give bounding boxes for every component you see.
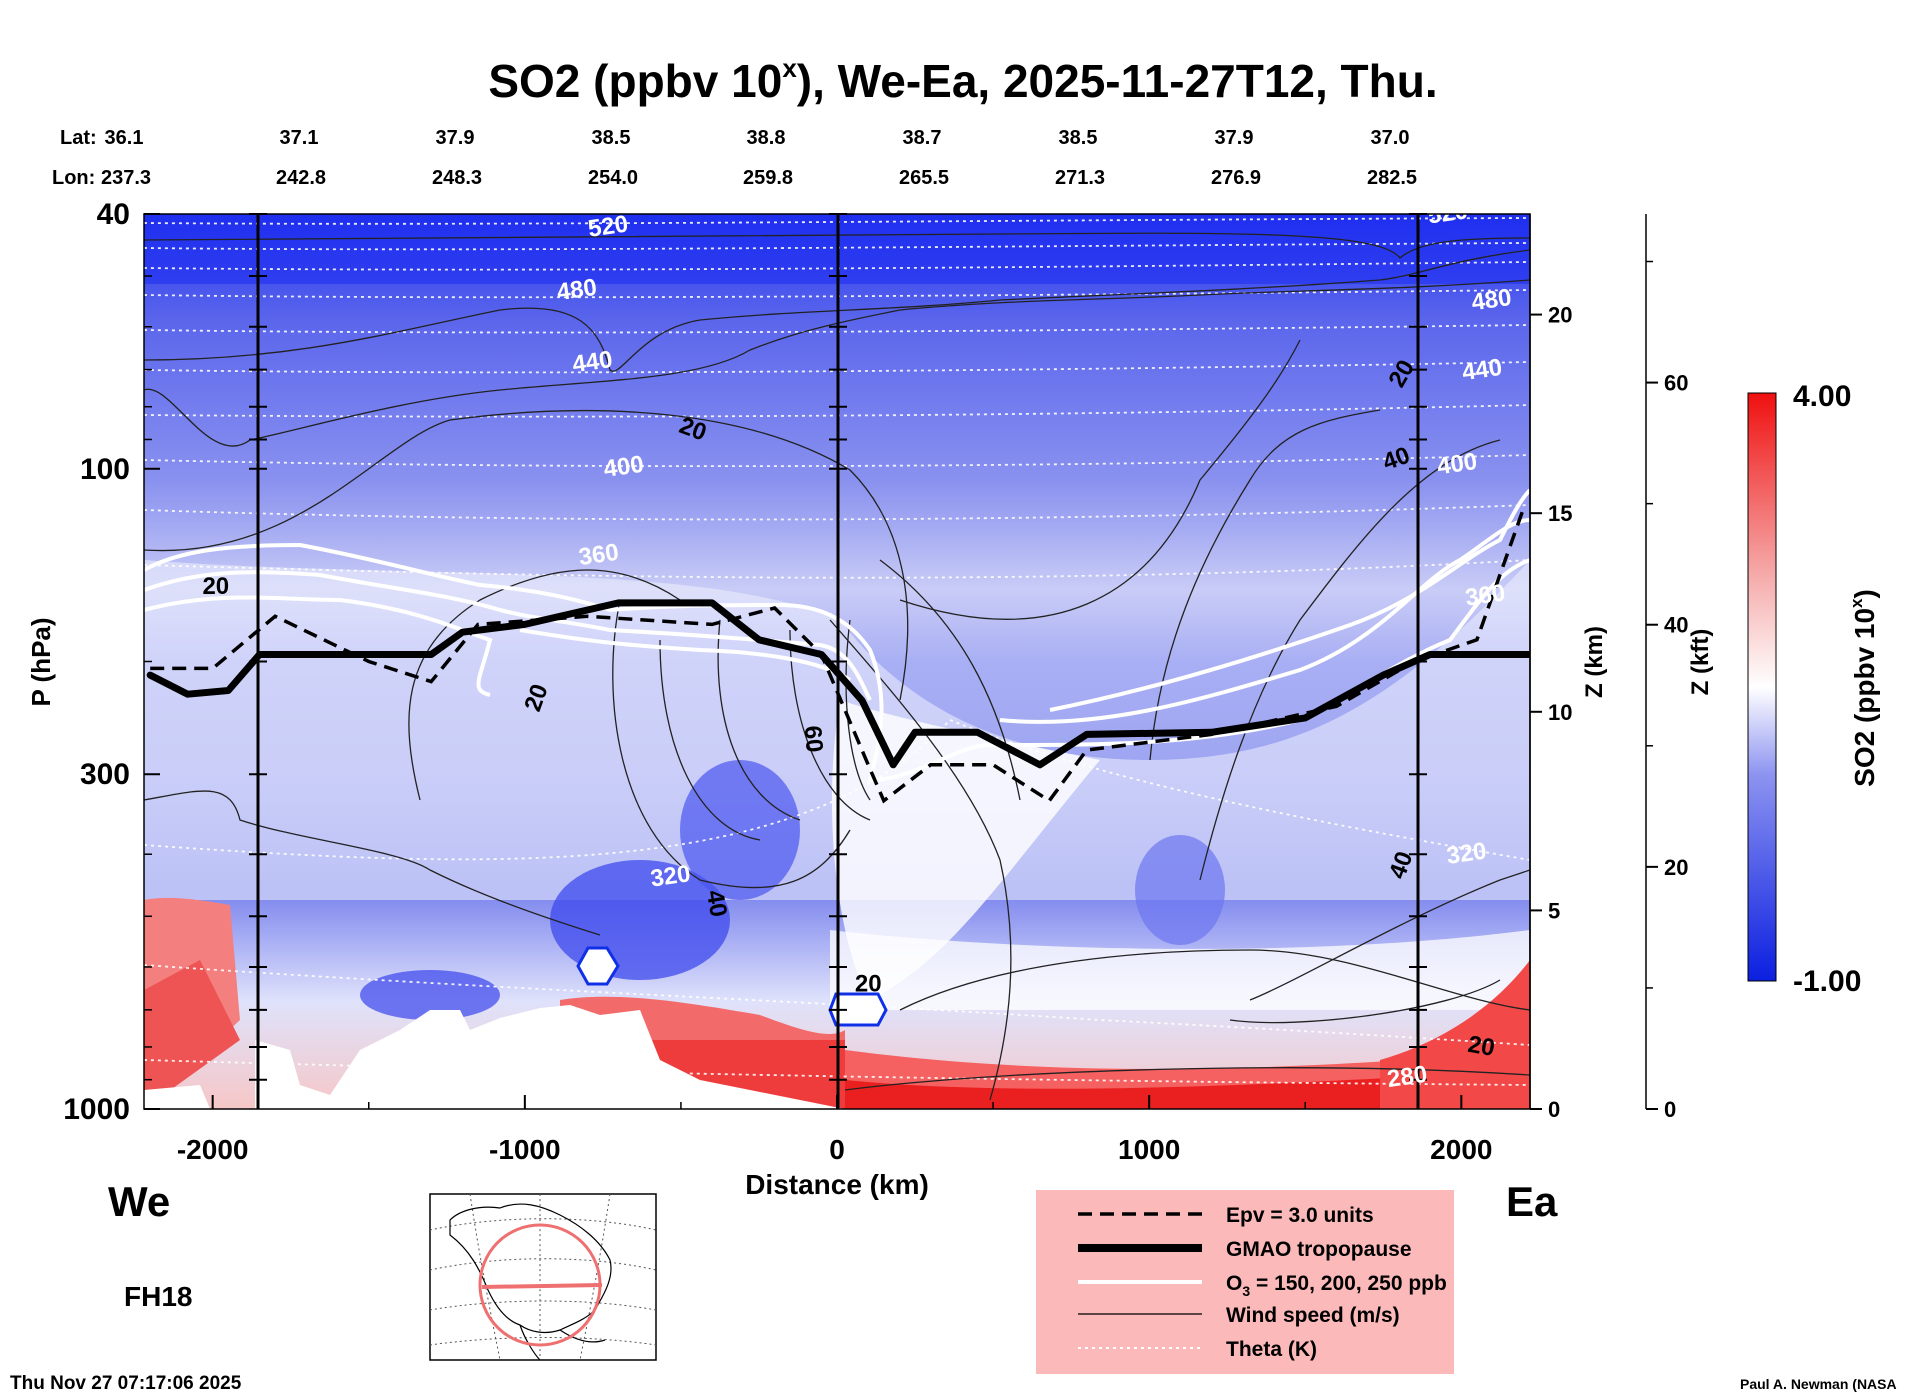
east-label: Ea (1506, 1178, 1558, 1225)
tropopause-line (146, 599, 1530, 769)
y-axis: 40 100 300 1000 (63, 198, 160, 1126)
lat-value: 37.1 (280, 127, 319, 149)
lat-value: 37.9 (436, 127, 475, 149)
inset-map (429, 1193, 657, 1361)
lon-value: 271.3 (1055, 167, 1105, 189)
lat-value: 36.1 (105, 127, 144, 149)
theta-label: 480 (1470, 284, 1513, 316)
forecast-hour: FH18 (124, 1281, 192, 1312)
colorbar-title: SO2 (ppbv 10x) (1847, 589, 1880, 787)
lat-value: 37.0 (1371, 127, 1410, 149)
colorbar (1747, 392, 1777, 982)
lat-label: Lat: (60, 127, 97, 149)
x-tick-label: -1000 (489, 1134, 561, 1165)
x-axis: -2000 -1000 0 1000 2000 (177, 1095, 1492, 1165)
lat-value: 38.7 (903, 127, 942, 149)
z-kft-tick-label: 0 (1664, 1097, 1676, 1122)
z-km-label: Z (km) (1581, 626, 1608, 698)
theta-label: 400 (1435, 448, 1478, 480)
y-tick-label: 300 (80, 758, 130, 791)
lon-value: 276.9 (1211, 167, 1261, 189)
credit: Paul A. Newman (NASA (1740, 1376, 1897, 1392)
theta-label: 360 (1464, 579, 1507, 611)
missing-markers (576, 946, 888, 1027)
chart-title: SO2 (ppbv 10x), We-Ea, 2025-11-27T12, Th… (488, 53, 1437, 107)
x-axis-label: Distance (km) (745, 1169, 929, 1200)
theta-label: 320 (649, 860, 692, 892)
tropopause-path (146, 599, 1530, 769)
z-km-tick-label: 20 (1548, 303, 1572, 328)
epv-path (150, 507, 1526, 804)
lon-value: 248.3 (432, 167, 482, 189)
x-tick-label: 2000 (1430, 1134, 1492, 1165)
wind-label: 60 (799, 725, 828, 754)
lat-value: 38.5 (592, 127, 631, 149)
lon-label: Lon: (52, 167, 95, 189)
legend-label-tropopause: GMAO tropopause (1226, 1238, 1412, 1261)
legend-label-wind: Wind speed (m/s) (1226, 1304, 1400, 1327)
lat-values: 36.1 37.1 37.9 38.5 38.8 38.7 38.5 37.9 37.0 (105, 127, 1410, 149)
wind-contours (144, 232, 1530, 1101)
z-km-axis: 0 5 10 15 20 (1529, 214, 1572, 1122)
lat-value: 38.5 (1059, 127, 1098, 149)
lon-value: 259.8 (743, 167, 793, 189)
colorbar-min-label: -1.00 (1793, 965, 1861, 998)
theta-contours (144, 217, 1530, 1086)
y-tick-label: 40 (97, 198, 130, 231)
lon-values: 237.3 242.8 248.3 254.0 259.8 265.5 271.3 276.9… (101, 167, 1417, 189)
lon-value: 254.0 (588, 167, 638, 189)
lat-value: 37.9 (1215, 127, 1254, 149)
z-km-tick-label: 10 (1548, 700, 1572, 725)
wind-label: 20 (1466, 1031, 1497, 1062)
wind-label: 20 (855, 970, 882, 997)
z-km-tick-label: 0 (1548, 1097, 1560, 1122)
theta-label: 320 (1445, 838, 1488, 870)
theta-label: 440 (571, 346, 614, 378)
lon-value: 282.5 (1367, 167, 1417, 189)
z-km-tick-label: 15 (1548, 501, 1572, 526)
z-kft-label: Z (kft) (1687, 629, 1714, 696)
colorbar-max-label: 4.00 (1793, 380, 1851, 413)
theta-label: 280 (1386, 1061, 1429, 1093)
theta-label: 480 (555, 274, 598, 306)
z-kft-axis: 0 20 40 60 (1645, 214, 1688, 1122)
lon-value: 237.3 (101, 167, 151, 189)
z-kft-tick-label: 20 (1664, 855, 1688, 880)
theta-label: 520 (586, 211, 629, 243)
epv-line (150, 507, 1526, 804)
z-km-tick-label: 5 (1548, 898, 1560, 923)
legend-label-theta: Theta (K) (1226, 1338, 1317, 1361)
y-axis-label: P (hPa) (26, 617, 56, 706)
x-tick-label: 0 (829, 1134, 845, 1165)
section-ticks (249, 213, 1427, 1081)
legend-label-ozone: O3 = 150, 200, 250 ppb (1226, 1272, 1447, 1299)
x-tick-label: 1000 (1118, 1134, 1180, 1165)
x-tick-label: -2000 (177, 1134, 249, 1165)
lat-value: 38.8 (747, 127, 786, 149)
lon-value: 265.5 (899, 167, 949, 189)
theta-label: 400 (602, 451, 645, 483)
y-tick-label: 100 (80, 453, 130, 486)
z-kft-tick-label: 40 (1664, 613, 1688, 638)
legend: Epv = 3.0 units GMAO tropopause O3 = 150, … (1036, 1190, 1454, 1374)
wind-label: 20 (202, 573, 229, 600)
theta-label: 440 (1460, 354, 1503, 386)
y-tick-label: 1000 (63, 1093, 130, 1126)
wind-label: 40 (701, 888, 732, 919)
west-label: We (108, 1178, 170, 1225)
z-kft-tick-label: 60 (1664, 371, 1688, 396)
lon-value: 242.8 (276, 167, 326, 189)
theta-label: 360 (577, 539, 620, 571)
legend-label-epv: Epv = 3.0 units (1226, 1204, 1374, 1227)
timestamp: Thu Nov 27 07:17:06 2025 (10, 1373, 242, 1394)
